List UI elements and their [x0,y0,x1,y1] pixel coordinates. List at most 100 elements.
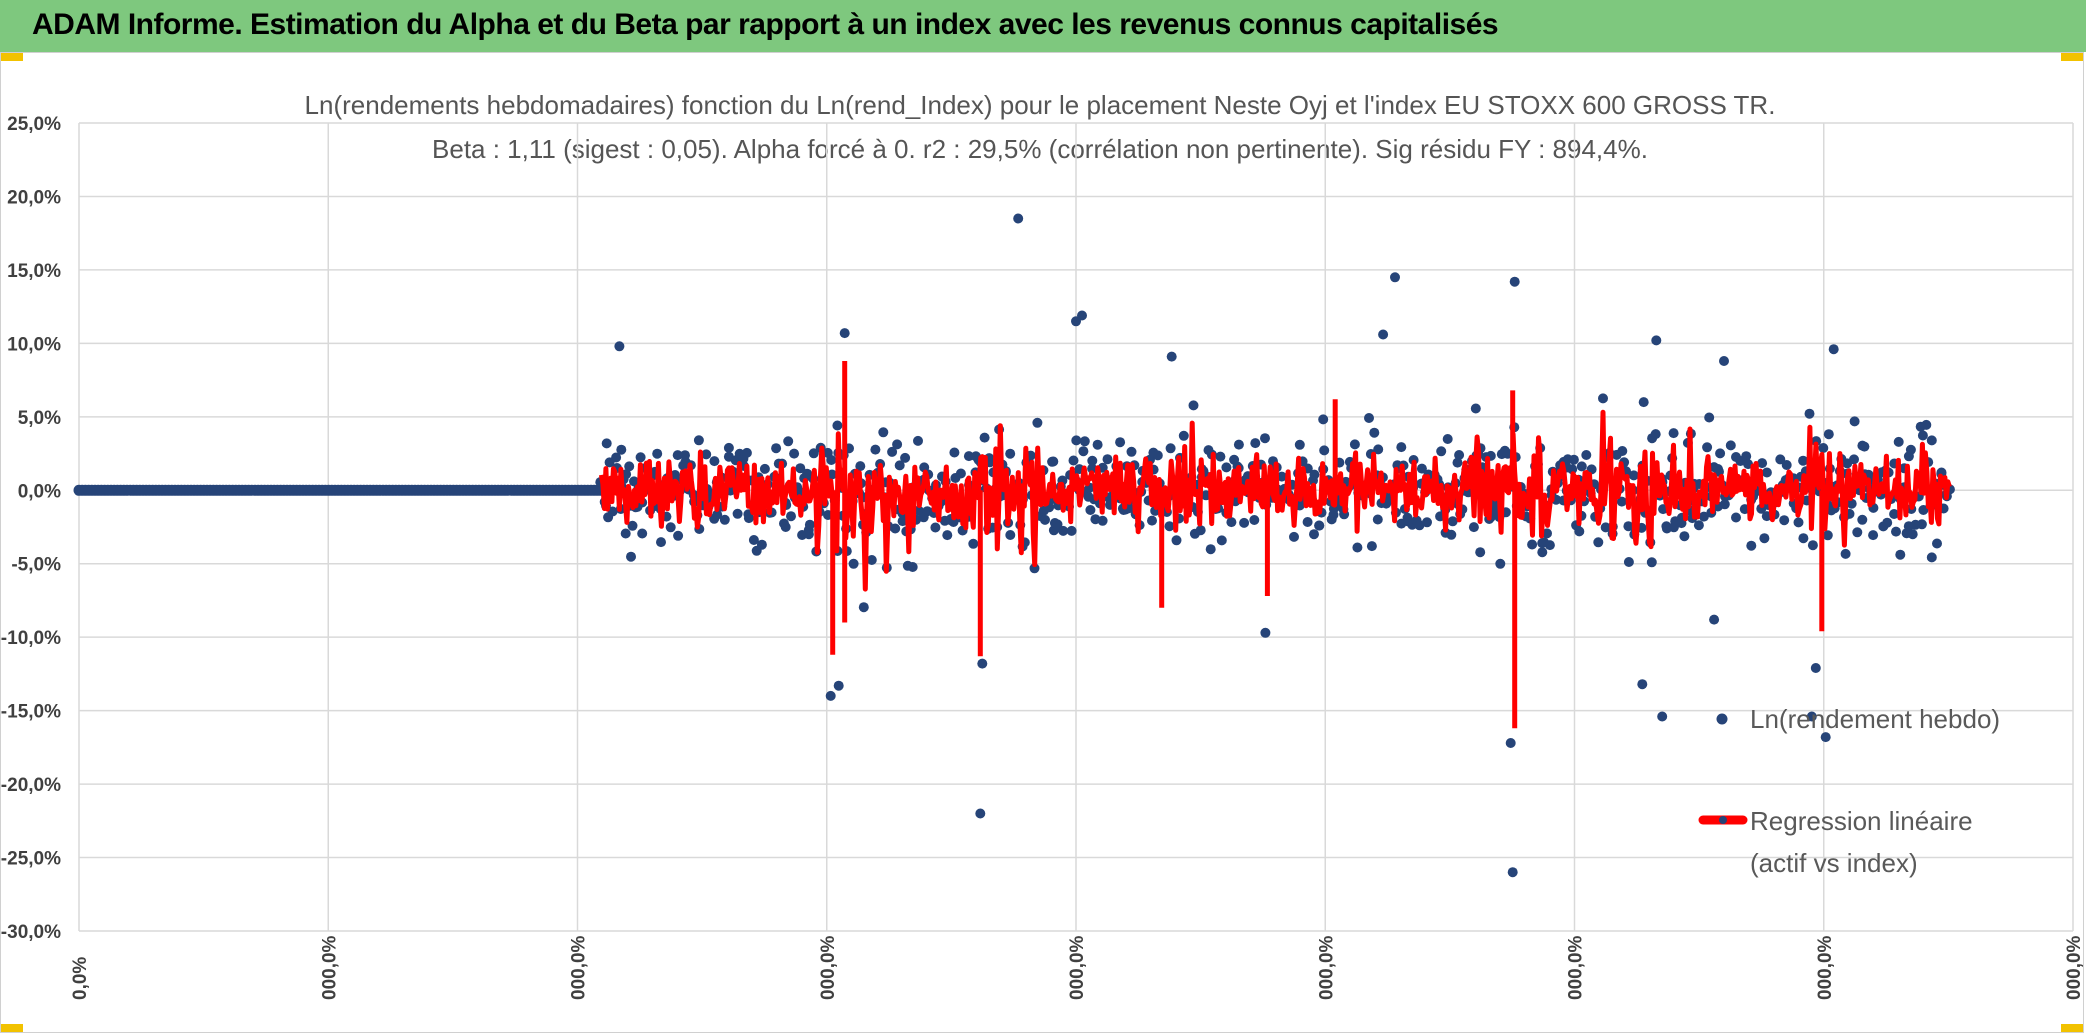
scatter-point [1152,450,1163,461]
scatter-point-outlier [1637,679,1648,690]
scatter-point [693,435,704,446]
scatter-point [1719,499,1730,510]
scatter-point [1250,438,1261,449]
legend-line-point [1719,816,1727,824]
scatter-point [1126,446,1137,457]
scatter-point [1414,520,1425,531]
x-tick-label: 000,0% [319,935,340,1000]
scatter-point-outlier [1820,732,1831,743]
y-tick-label: 20,0% [7,187,61,208]
chart-frame [0,52,2084,1033]
scatter-point [741,447,752,458]
x-tick-label: 000,0% [2064,935,2085,1000]
frame-corner-top-right [2061,53,2083,61]
scatter-point [1857,514,1868,525]
scatter-point [1567,464,1578,475]
y-tick-label: 25,0% [7,114,61,135]
scatter-point-outlier [1390,272,1400,283]
y-tick-label: -5,0% [11,555,61,576]
scatter-point-outlier [1166,351,1177,362]
scatter-point [1396,442,1407,453]
scatter-point [756,539,767,550]
scatter-point [1628,470,1639,481]
scatter-point-outlier [1651,335,1662,346]
scatter-point-outlier [1507,867,1518,878]
scatter-point [616,444,627,455]
scatter-point [1040,514,1050,525]
scatter-point [1793,517,1804,528]
x-tick-label: 0,0% [70,957,91,1000]
x-tick-label: 000,0% [1566,935,1587,1000]
scatter-point [804,519,815,530]
scatter-point [1868,530,1879,541]
scatter-point [1171,535,1182,546]
scatter-point [1759,533,1770,544]
scatter-point [635,452,646,463]
scatter-point [1818,443,1829,453]
scatter-point [1638,397,1649,408]
scatter-point [1233,439,1244,450]
scatter-point [1239,517,1250,528]
scatter-point [1005,530,1016,540]
scatter-point [1807,540,1818,551]
scatter-point [1216,535,1227,546]
scatter-point [723,442,734,453]
scatter-point [732,508,743,519]
scatter-point [1221,462,1232,473]
scatter-point-outlier [1077,310,1087,321]
scatter-point [1617,446,1628,456]
scatter-point [955,468,966,479]
scatter-point [1593,537,1604,548]
legend-scatter-marker [1716,713,1728,725]
chart-subtitle: Beta : 1,11 (sigest : 0,05). Alpha forcé… [432,134,1648,164]
scatter-point [1442,434,1453,444]
legend-scatter-label: Ln(rendement hebdo) [1750,704,2000,734]
y-tick-label: -10,0% [1,628,61,649]
scatter-point [673,530,684,541]
scatter-point [894,460,905,471]
scatter-point-outlier [1013,213,1024,224]
scatter-point [759,463,770,474]
scatter-point-outlier [1505,738,1516,748]
scatter-point [672,450,683,461]
scatter-point [709,456,720,467]
x-tick-label: 000,0% [1316,935,1337,1000]
scatter-point [1542,528,1552,539]
scatter-point [1195,525,1206,536]
scatter-point [858,602,869,613]
scatter-point [1731,512,1741,523]
scatter-point [1916,519,1927,530]
scatter-point [1849,454,1859,465]
scatter-point [832,420,843,431]
scatter-point [1574,526,1585,537]
chart-title: Ln(rendements hebdomadaires) fonction du… [305,90,1776,120]
legend-line-label: Regression linéaire [1750,806,1973,836]
scatter-point [783,436,794,447]
scatter-point [942,530,953,541]
scatter-point [1115,437,1126,448]
scatter-point [1328,509,1339,520]
scatter-point [930,522,941,533]
y-tick-label: 10,0% [7,334,61,355]
scatter-point [1702,442,1713,453]
scatter-point-outlier [1657,711,1668,722]
scatter-point [826,455,837,465]
scatter-point [913,435,923,446]
scatter-point [1068,455,1079,466]
header-bar: ADAM Informe. Estimation du Alpha et du … [0,0,2086,52]
scatter-point [1318,414,1329,425]
scatter-point [1495,558,1506,569]
page-title: ADAM Informe. Estimation du Alpha et du … [32,8,1499,41]
scatter-point [771,443,782,454]
scatter-point [900,452,911,463]
regression-line [598,361,1952,729]
frame-corner-bottom-right [2061,1024,2083,1032]
scatter-point [1757,458,1768,469]
scatter-point [607,506,618,517]
scatter-point [656,537,666,548]
scatter-point [624,461,635,472]
scatter-point [1846,498,1857,509]
scatter-point [897,516,908,527]
scatter-point [637,528,648,539]
scatter-point [1260,433,1270,444]
